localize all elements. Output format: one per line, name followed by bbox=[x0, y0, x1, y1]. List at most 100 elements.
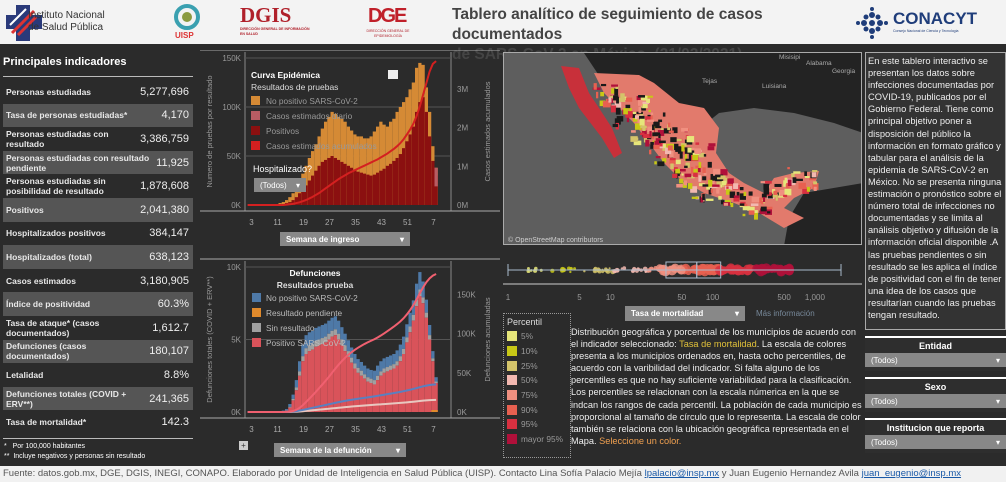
x-tick-label: 5 bbox=[577, 293, 582, 302]
divider bbox=[3, 76, 193, 77]
footnote-1: * Por 100,000 habitantes bbox=[4, 443, 85, 450]
bar-no-positivo bbox=[428, 325, 432, 336]
municipality-area bbox=[645, 139, 650, 147]
x-tick-label: 11 bbox=[273, 425, 282, 434]
municipality-area bbox=[688, 153, 693, 160]
bar-positivo bbox=[350, 362, 354, 412]
bar-positivo bbox=[363, 378, 367, 412]
y-axis-title: Defunciones totales (COVID + ERV**) bbox=[205, 276, 214, 403]
filter-label: Entidad bbox=[919, 341, 952, 351]
right-panel: En este tablero interactivo se presentan… bbox=[865, 52, 1006, 453]
bar-sin-resultado bbox=[324, 336, 328, 343]
indicator-value: 142.3 bbox=[161, 416, 189, 429]
legend-item[interactable]: mayor 95% bbox=[507, 432, 567, 447]
filter-dropdown[interactable]: (Todos) ▾ bbox=[865, 435, 1006, 449]
indicator-dropdown[interactable]: Tasa de mortalidad ▾ bbox=[625, 306, 745, 321]
indicator-label: Personas estudiadas con resultado bbox=[6, 128, 109, 149]
municipality-area bbox=[791, 173, 795, 178]
filter-dropdown[interactable]: (Todos) ▾ bbox=[865, 353, 1006, 367]
bar-positivos bbox=[379, 170, 383, 205]
color-swatch bbox=[507, 434, 517, 445]
mas-informacion-link[interactable]: Más información bbox=[756, 309, 815, 318]
municipality-area bbox=[720, 169, 728, 176]
bar-sin-resultado bbox=[359, 370, 363, 376]
municipality-area bbox=[753, 212, 758, 220]
municipality-area bbox=[717, 177, 725, 180]
bar-no-positivo bbox=[343, 121, 347, 205]
municipality-area bbox=[679, 178, 684, 184]
bar-positivos bbox=[298, 193, 302, 205]
bar-no-positivo bbox=[330, 317, 334, 331]
legend-item[interactable]: 50% bbox=[507, 373, 567, 388]
municipality-area bbox=[802, 188, 810, 194]
semana-ingreso-dropdown[interactable]: Semana de ingreso ▾ bbox=[280, 232, 410, 246]
bar-no-positivo bbox=[333, 316, 337, 330]
municipality-area bbox=[655, 125, 662, 129]
municipality-area bbox=[721, 200, 725, 205]
legend-label: Casos estimados diario bbox=[266, 111, 353, 121]
dgis-logo: DGIS bbox=[240, 3, 292, 27]
municipality-area bbox=[675, 168, 681, 174]
municipality-map[interactable]: Tejas Luisiana Misisipi Alabama Georgia … bbox=[503, 52, 862, 245]
legend-item[interactable]: 95% bbox=[507, 417, 567, 432]
legend-item[interactable]: 5% bbox=[507, 329, 567, 344]
municipality-area bbox=[690, 186, 698, 193]
indicator-value: 241,365 bbox=[149, 392, 189, 405]
x-tick-label: 100 bbox=[706, 293, 720, 302]
municipality-area bbox=[695, 142, 700, 145]
indicator-distribution-plot[interactable]: 1 5 10 50 100 500 1,000 bbox=[503, 252, 862, 304]
municipality-area bbox=[739, 186, 744, 191]
bar-no-positivo bbox=[376, 126, 380, 205]
legend-item[interactable]: 75% bbox=[507, 388, 567, 403]
municipality-area bbox=[670, 137, 677, 143]
filter-dropdown[interactable]: (Todos) ▾ bbox=[865, 394, 1006, 408]
bar-no-positivo bbox=[324, 323, 328, 337]
municipality-point bbox=[534, 266, 538, 271]
semana-defuncion-dropdown[interactable]: Semana de la defunción ▾ bbox=[274, 443, 406, 457]
bar-no-positivo bbox=[434, 377, 438, 382]
x-tick-label: 3 bbox=[249, 425, 254, 434]
municipality-point bbox=[526, 266, 530, 270]
legend-item[interactable]: 25% bbox=[507, 358, 567, 373]
deaths-chart[interactable]: 0K 5K 10K 0K 50K 100K 150K 3 11 19 27 35 43 51 7 Defunc… bbox=[200, 255, 500, 435]
bar-positivo bbox=[294, 390, 298, 412]
divider bbox=[3, 438, 193, 439]
epidemic-curve-chart[interactable]: 0K 50K 100K 150K 0M 1M 2M 3M 3 11 19 27 35 43 51 7 Numer… bbox=[200, 50, 500, 250]
expand-icon[interactable]: + bbox=[239, 441, 248, 450]
bar-sin-resultado bbox=[317, 339, 321, 346]
bar-no-positivo bbox=[405, 324, 409, 338]
municipality-point bbox=[706, 267, 714, 276]
hospitalizado-dropdown[interactable]: (Todos) ▾ bbox=[254, 178, 306, 192]
municipality-area bbox=[707, 146, 715, 151]
bar-no-positivo bbox=[337, 320, 341, 334]
municipality-point bbox=[550, 268, 555, 273]
select-color-link[interactable]: Seleccione un color. bbox=[599, 435, 682, 446]
chevron-down-icon: ▾ bbox=[995, 437, 1000, 447]
municipality-area bbox=[600, 83, 607, 87]
indicator-label: Positivos bbox=[6, 204, 44, 215]
municipality-area bbox=[812, 183, 819, 190]
x-tick-label: 1 bbox=[506, 293, 511, 302]
municipality-point bbox=[651, 267, 654, 270]
bar-no-positivo bbox=[291, 193, 295, 205]
indicator-value: 2,041,380 bbox=[140, 203, 189, 216]
municipality-area bbox=[681, 127, 689, 132]
y2-tick-label: 0M bbox=[457, 201, 468, 210]
email-link-palacio[interactable]: lpalacio@insp.mx bbox=[644, 468, 720, 479]
bar-positivo bbox=[415, 306, 419, 412]
email-link-eugenio[interactable]: juan_eugenio@insp.mx bbox=[861, 468, 962, 479]
indicator-row: Personas estudiadas 5,277,696 bbox=[3, 80, 193, 104]
legend-item[interactable]: 90% bbox=[507, 402, 567, 417]
bar-positivos bbox=[327, 157, 331, 205]
bar-positivo bbox=[431, 361, 435, 412]
legend-item[interactable]: 10% bbox=[507, 344, 567, 359]
bar-sin-resultado bbox=[304, 348, 308, 354]
bar-sin-resultado bbox=[320, 338, 324, 344]
legend-swatch bbox=[251, 141, 260, 150]
y-tick-label: 5K bbox=[231, 336, 241, 345]
y-tick-label: 100K bbox=[222, 103, 241, 112]
bar-positivos bbox=[402, 148, 406, 205]
municipality-area bbox=[809, 177, 816, 181]
municipality-area bbox=[708, 187, 712, 195]
municipality-area bbox=[628, 108, 632, 115]
